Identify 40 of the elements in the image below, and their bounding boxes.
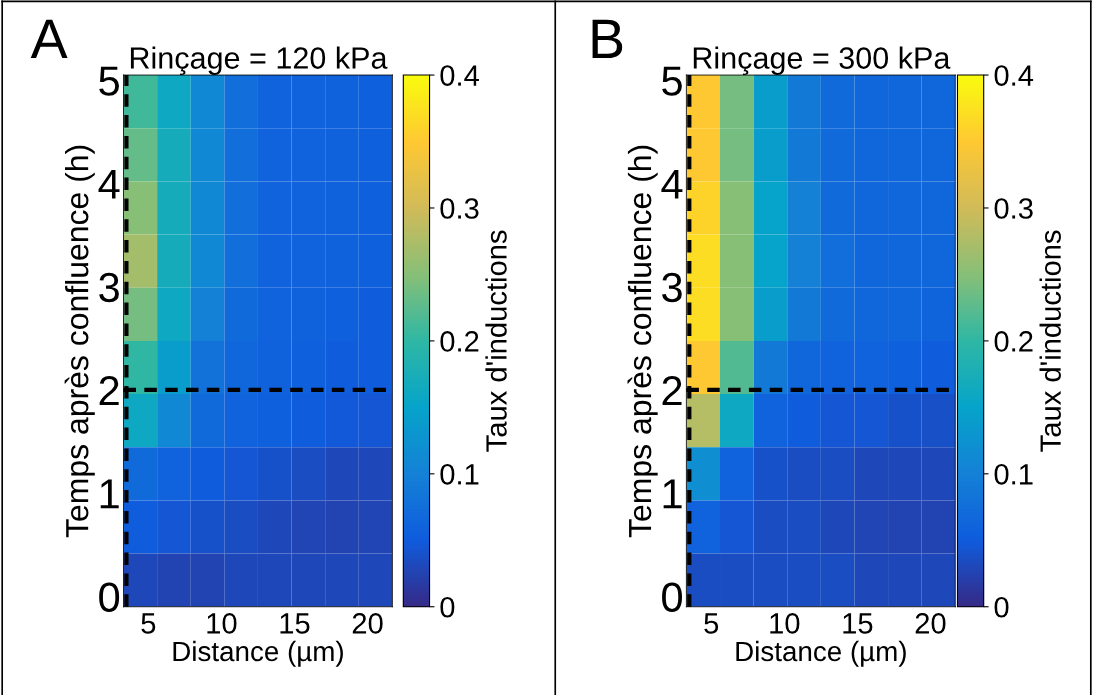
color-bar-label: 0 xyxy=(440,596,455,618)
y-tick-label: 2 xyxy=(99,375,119,406)
chart-title: Rinçage = 120 kPa xyxy=(130,46,388,76)
x-tick-label: 20 xyxy=(915,613,946,634)
color-bar-label: 0.2 xyxy=(440,331,479,352)
color-bar-label: 0.4 xyxy=(440,65,479,86)
text: A xyxy=(30,19,68,58)
y-tick-label: 0 xyxy=(662,582,682,612)
y-tick-label: 4 xyxy=(98,169,120,199)
color-bar-label: 0.3 xyxy=(994,198,1033,219)
y-tick-label: 0 xyxy=(99,582,120,612)
text: B xyxy=(592,19,623,58)
y-tick-label: 1 xyxy=(100,479,119,509)
x-tick-label: 10 xyxy=(770,613,800,634)
y-tick-label: 3 xyxy=(99,272,119,303)
chart-title: Rinçage = 300 kPa xyxy=(693,46,951,76)
x-tick-label: 5 xyxy=(704,613,719,634)
color-bar-label: 0.1 xyxy=(440,464,479,485)
y-tick-label: 1 xyxy=(663,479,682,509)
y-axis-title: Temps après confluence (h) xyxy=(64,145,95,538)
x-axis-title: Distance (µm) xyxy=(173,640,343,667)
y-tick-label: 4 xyxy=(661,169,683,199)
x-tick-label: 5 xyxy=(141,613,156,634)
color-bar-label: 0.2 xyxy=(994,331,1033,352)
y-tick-label: 2 xyxy=(662,375,682,406)
color-bar-label: 0.1 xyxy=(994,464,1033,485)
color-bar-title: Taux d'inductions xyxy=(1039,230,1061,452)
x-tick-label: 15 xyxy=(280,613,310,634)
x-tick-label: 15 xyxy=(843,613,873,634)
color-bar-label: 0 xyxy=(994,596,1009,618)
color-bar-title: Taux d'inductions xyxy=(485,230,507,452)
x-axis-title: Distance (µm) xyxy=(736,640,906,667)
y-tick-label: 5 xyxy=(662,66,682,96)
x-tick-label: 10 xyxy=(207,613,237,634)
color-bar-label: 0.3 xyxy=(440,198,479,219)
y-axis-title: Temps après confluence (h) xyxy=(627,145,658,538)
x-tick-label: 20 xyxy=(352,613,383,634)
y-tick-label: 5 xyxy=(99,66,119,96)
y-tick-label: 3 xyxy=(662,272,682,303)
color-bar-label: 0.4 xyxy=(994,65,1034,86)
